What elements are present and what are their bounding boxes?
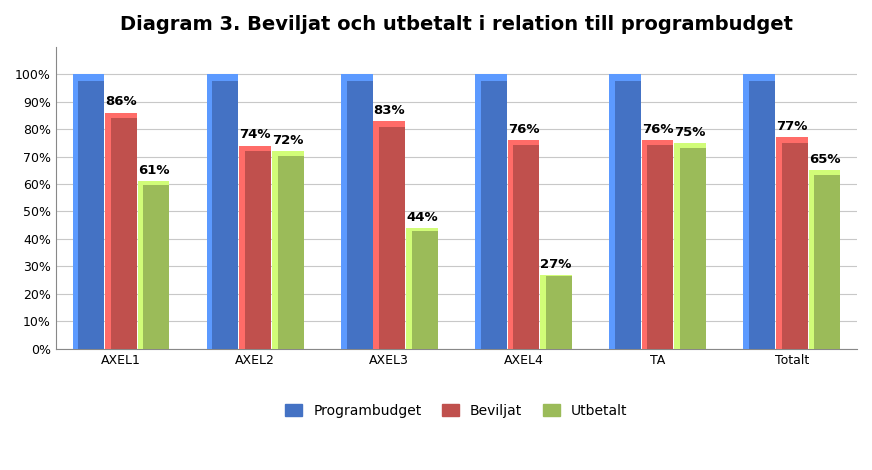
Bar [106,113,137,349]
Text: 86%: 86% [106,95,137,109]
Bar [272,151,303,349]
Bar [674,143,680,349]
Text: 83%: 83% [373,104,405,117]
Text: 76%: 76% [508,123,539,136]
Bar [406,228,438,231]
Bar [373,121,405,126]
Text: 44%: 44% [406,211,438,224]
Text: 75%: 75% [675,125,706,139]
Bar [642,140,648,349]
Bar [508,140,514,349]
Bar [239,146,271,349]
Bar [475,74,507,81]
Bar [138,181,169,186]
Bar [272,151,277,349]
Text: 77%: 77% [776,120,807,133]
Bar [72,74,104,349]
Bar [743,74,775,81]
Bar [743,74,775,349]
Text: 72%: 72% [272,134,303,147]
Bar [72,74,104,81]
Bar [138,181,143,349]
Bar [508,140,539,349]
Bar [776,137,807,349]
Bar [406,228,412,349]
Text: 74%: 74% [240,128,271,141]
Bar [207,74,238,81]
Bar [610,74,615,349]
Bar [406,228,438,349]
Bar [475,74,507,349]
Text: 61%: 61% [138,164,169,177]
Bar [776,137,807,142]
Bar [743,74,749,349]
Bar [207,74,213,349]
Bar [106,113,111,349]
Bar [373,121,379,349]
Bar [106,113,137,118]
Bar [610,74,641,81]
Bar [642,140,673,349]
Bar [72,74,78,349]
Bar [674,143,706,349]
Bar [272,151,303,156]
Bar [341,74,372,349]
Text: 76%: 76% [642,123,673,136]
Title: Diagram 3. Beviljat och utbetalt i relation till programbudget: Diagram 3. Beviljat och utbetalt i relat… [119,15,793,34]
Bar [541,274,546,349]
Bar [508,140,539,145]
Text: 27%: 27% [541,258,572,271]
Text: 65%: 65% [808,153,840,166]
Bar [674,143,706,148]
Bar [610,74,641,349]
Bar [475,74,480,349]
Bar [341,74,346,349]
Bar [808,170,841,175]
Bar [207,74,238,349]
Bar [642,140,673,145]
Bar [541,274,572,276]
Bar [808,170,814,349]
Bar [341,74,372,81]
Bar [541,274,572,349]
Bar [808,170,841,349]
Bar [138,181,169,349]
Bar [776,137,781,349]
Bar [373,121,405,349]
Bar [239,146,245,349]
Bar [239,146,271,150]
Legend: Programbudget, Beviljat, Utbetalt: Programbudget, Beviljat, Utbetalt [280,398,633,423]
